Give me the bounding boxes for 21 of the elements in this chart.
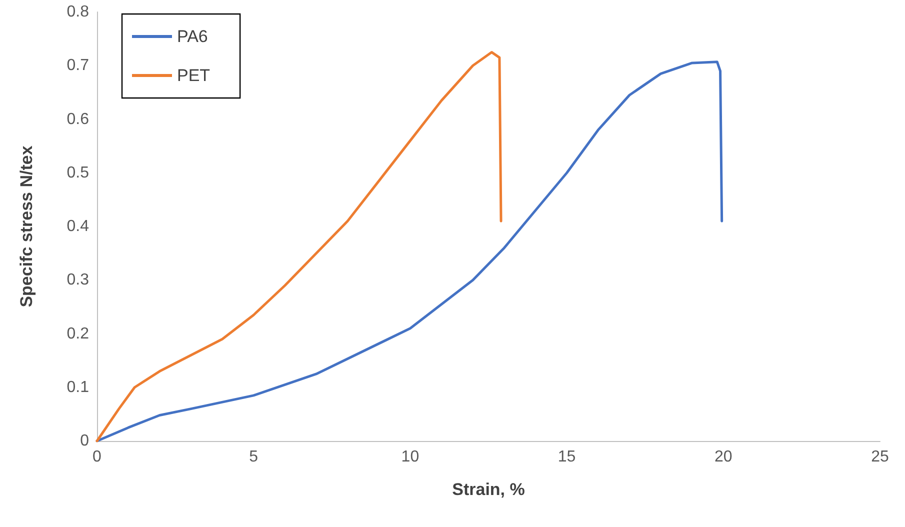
x-tick-label: 0 xyxy=(92,448,102,466)
y-tick-label: 0.1 xyxy=(66,378,90,396)
y-tick-label: 0.2 xyxy=(66,325,90,342)
x-tick-label: 10 xyxy=(401,448,420,466)
x-axis-title: Strain, % xyxy=(452,480,525,499)
legend-label: PA6 xyxy=(177,27,208,46)
y-tick-label: 0 xyxy=(80,432,90,450)
y-tick-label: 0.3 xyxy=(66,272,90,289)
y-tick-label: 0.7 xyxy=(66,57,90,74)
y-tick-label: 0.6 xyxy=(66,110,90,128)
x-tick-label: 15 xyxy=(558,448,576,466)
x-tick-label: 25 xyxy=(871,448,889,466)
legend-label: PET xyxy=(177,66,210,85)
x-tick-label: 5 xyxy=(249,448,258,466)
x-tick-label: 20 xyxy=(714,448,732,466)
line-series xyxy=(96,60,724,442)
y-axis-title: Specifc stress N/tex xyxy=(17,145,36,308)
y-tick-label: 0.4 xyxy=(66,218,90,235)
y-tick-label: 0.5 xyxy=(66,164,90,182)
line-series xyxy=(96,50,502,442)
y-tick-label: 0.8 xyxy=(66,4,90,20)
